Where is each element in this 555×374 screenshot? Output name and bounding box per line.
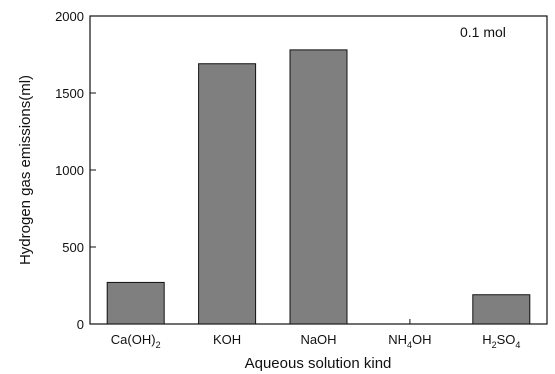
x-axis-title: Aqueous solution kind bbox=[245, 355, 392, 372]
x-tick-label: KOH bbox=[213, 332, 241, 347]
y-axis-title: Hydrogen gas emissions(ml) bbox=[17, 75, 34, 265]
y-tick-label: 0 bbox=[77, 317, 84, 332]
bars-group bbox=[106, 49, 531, 325]
bar bbox=[198, 63, 257, 325]
x-tick-labels: Ca(OH)2 KOH NaOH NH4OH H2SO4 bbox=[111, 332, 521, 350]
y-tick-label: 1500 bbox=[55, 86, 84, 101]
bar bbox=[106, 281, 165, 325]
x-tick-label: NH4OH bbox=[388, 332, 431, 350]
annotation-label: 0.1 mol bbox=[460, 24, 506, 40]
bar bbox=[289, 49, 348, 325]
y-tick-label: 500 bbox=[62, 240, 84, 255]
x-tick-label: Ca(OH)2 bbox=[111, 332, 161, 350]
bar bbox=[472, 294, 531, 325]
y-tick-label: 2000 bbox=[55, 9, 84, 24]
y-tick-label: 1000 bbox=[55, 163, 84, 178]
x-tick-label: NaOH bbox=[300, 332, 336, 347]
y-axis-ticks: 0 500 1000 1500 2000 bbox=[55, 9, 96, 332]
x-tick-label: H2SO4 bbox=[482, 332, 520, 350]
